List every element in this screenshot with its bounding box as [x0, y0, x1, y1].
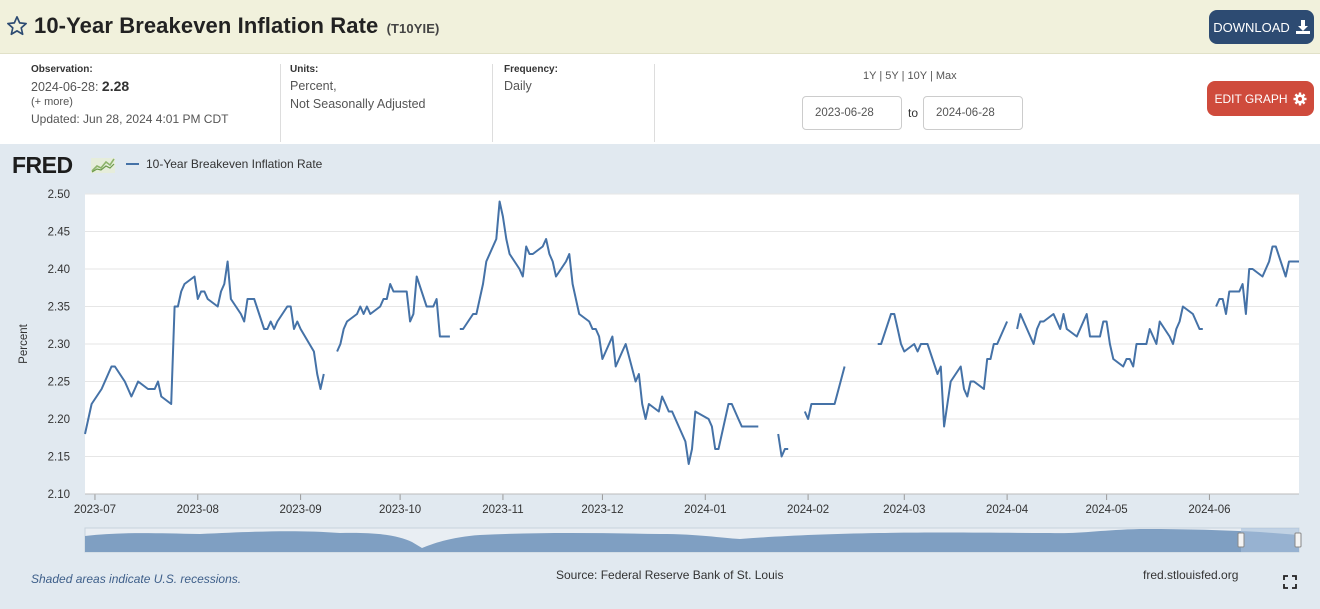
chart-legend: 10-Year Breakeven Inflation Rate [126, 157, 322, 171]
range-1y[interactable]: 1Y [863, 70, 877, 82]
navigator-handle-right[interactable] [1294, 532, 1302, 548]
edit-graph-label: EDIT GRAPH [1214, 91, 1288, 106]
fred-chart-icon [91, 158, 115, 173]
y-tick-label: 2.50 [48, 189, 70, 201]
y-tick-label: 2.10 [48, 489, 70, 501]
download-label: DOWNLOAD [1213, 19, 1290, 35]
legend-swatch [126, 163, 139, 165]
download-button[interactable]: DOWNLOAD [1209, 10, 1314, 44]
series-title: 10-Year Breakeven Inflation Rate [34, 13, 379, 38]
divider [654, 64, 655, 142]
legend-label: 10-Year Breakeven Inflation Rate [146, 157, 323, 171]
series-id: (T10YIE) [386, 21, 440, 36]
x-tick-label: 2024-04 [986, 504, 1029, 516]
range-separator: | [929, 70, 933, 82]
observation-label: Observation: [31, 64, 93, 75]
series-segment [84, 260, 325, 435]
x-tick-label: 2024-06 [1188, 504, 1230, 516]
observation-block: Observation: 2024-06-28: 2.28 (+ more) U… [31, 64, 228, 128]
range-separator: | [879, 70, 883, 82]
series-segment [459, 200, 759, 465]
range-separator: | [901, 70, 905, 82]
series-line [84, 200, 1299, 465]
navigator-selection[interactable] [1241, 528, 1299, 552]
page-header: 10-Year Breakeven Inflation Rate (T10YIE… [0, 0, 1320, 54]
range-navigator[interactable] [84, 527, 1302, 553]
to-label: to [908, 106, 919, 120]
end-date-input[interactable]: 2024-06-28 [923, 96, 1023, 130]
frequency-label: Frequency: [504, 64, 558, 75]
range-selector: 1Y | 5Y | 10Y | Max [863, 70, 957, 82]
x-tick-label: 2024-05 [1086, 504, 1128, 516]
series-segment [803, 366, 846, 420]
x-tick-label: 2023-12 [581, 504, 623, 516]
units-line1: Percent, [290, 79, 337, 93]
edit-graph-button[interactable]: EDIT GRAPH [1207, 81, 1314, 116]
x-tick-label: 2023-07 [74, 504, 116, 516]
star-outline-icon[interactable] [6, 15, 28, 37]
frequency-value: Daily [504, 79, 532, 93]
observation-date: 2024-06-28: [31, 80, 99, 94]
series-segment [336, 275, 450, 352]
y-tick-label: 2.45 [48, 227, 70, 239]
recession-note: Shaded areas indicate U.S. recessions. [31, 572, 242, 586]
gear-icon [1293, 92, 1307, 105]
x-tick-label: 2024-02 [787, 504, 829, 516]
range-5y[interactable]: 5Y [885, 70, 899, 82]
fred-logo: FRED [12, 152, 73, 179]
divider [280, 64, 281, 142]
y-tick-label: 2.40 [48, 264, 70, 276]
updated-text: Updated: Jun 28, 2024 4:01 PM CDT [31, 112, 229, 126]
observation-value: 2.28 [101, 78, 130, 94]
navigator-handle-left[interactable] [1237, 532, 1245, 548]
download-icon [1295, 20, 1310, 34]
units-block: Units: Percent, Not Seasonally Adjusted [290, 64, 426, 113]
series-segment [777, 433, 789, 458]
range-max[interactable]: Max [935, 70, 957, 82]
line-chart: 2.10 2.15 2.20 2.25 2.30 2.35 2.40 2.45 2.50 202… [18, 189, 1302, 553]
series-segment [877, 313, 1009, 428]
y-axis-label: Percent [18, 323, 30, 363]
fred-logo-text: FRED [12, 152, 73, 178]
source-text: Source: Federal Reserve Bank of St. Loui… [556, 568, 784, 582]
navigator-area [85, 529, 1299, 552]
series-info-panel: Observation: 2024-06-28: 2.28 (+ more) U… [0, 54, 1320, 144]
series-segment [1215, 245, 1299, 315]
page-title: 10-Year Breakeven Inflation Rate (T10YIE… [34, 13, 439, 39]
x-axis-ticks: 2023-07 2023-08 2023-09 2023-10 2023-11 2023-… [74, 493, 1299, 516]
x-tick-label: 2024-01 [684, 504, 726, 516]
x-tick-label: 2023-11 [482, 504, 523, 516]
range-10y[interactable]: 10Y [907, 70, 927, 82]
y-tick-label: 2.15 [48, 452, 70, 464]
x-tick-label: 2024-03 [883, 504, 925, 516]
x-tick-label: 2023-10 [379, 504, 421, 516]
units-label: Units: [290, 64, 319, 75]
site-link[interactable]: fred.stlouisfed.org [1143, 568, 1239, 582]
y-axis-ticks: 2.10 2.15 2.20 2.25 2.30 2.35 2.40 2.45 2.50 [48, 189, 70, 501]
series-segment [1016, 305, 1203, 368]
y-tick-label: 2.30 [48, 339, 70, 351]
more-link[interactable]: (+ more) [31, 96, 73, 108]
y-tick-label: 2.35 [48, 302, 70, 314]
x-tick-label: 2023-09 [279, 504, 321, 516]
units-line2: Not Seasonally Adjusted [290, 97, 426, 111]
fullscreen-icon[interactable] [1283, 575, 1297, 589]
divider [492, 64, 493, 142]
x-tick-label: 2023-08 [177, 504, 219, 516]
start-date-input[interactable]: 2023-06-28 [802, 96, 902, 130]
frequency-block: Frequency: Daily [504, 64, 558, 95]
y-tick-label: 2.25 [48, 377, 70, 389]
y-tick-label: 2.20 [48, 414, 70, 426]
